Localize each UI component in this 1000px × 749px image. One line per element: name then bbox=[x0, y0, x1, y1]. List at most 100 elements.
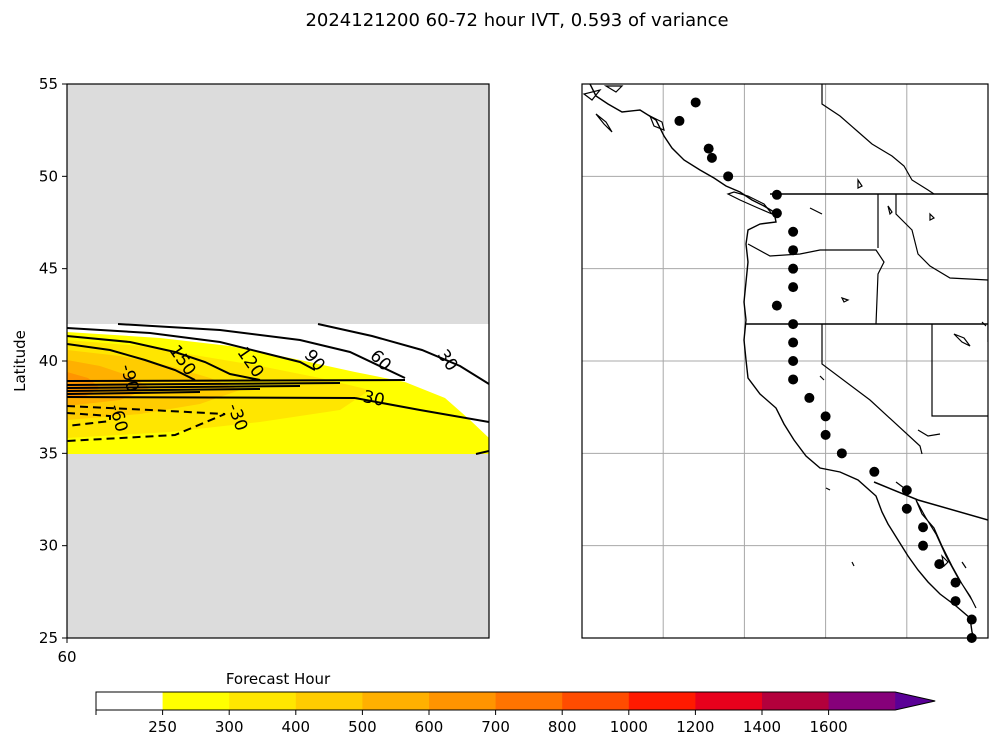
contour-line-negative-30 bbox=[67, 405, 226, 442]
colorbar-swatch bbox=[562, 692, 630, 710]
contour-line-120 bbox=[67, 335, 261, 381]
island bbox=[953, 333, 971, 347]
location-point bbox=[918, 522, 929, 533]
contour-line-150 bbox=[67, 343, 196, 381]
y-tick-label: 35 bbox=[39, 444, 58, 462]
colorbar-outline bbox=[95, 691, 936, 711]
baja-coast bbox=[915, 499, 977, 609]
island bbox=[582, 88, 602, 101]
island bbox=[851, 561, 855, 567]
figure-title: 2024121200 60-72 hour IVT, 0.593 of vari… bbox=[305, 10, 728, 31]
wa-or-border bbox=[747, 243, 885, 325]
island bbox=[895, 481, 905, 489]
contour-bundle-line bbox=[67, 382, 341, 386]
location-point bbox=[788, 245, 799, 256]
colorbar-tick-label: 300 bbox=[215, 718, 244, 736]
colorbar-tick-label: 500 bbox=[348, 718, 377, 736]
island bbox=[648, 114, 665, 131]
colorbar-tick-label: 1000 bbox=[610, 718, 648, 736]
location-point bbox=[966, 614, 977, 625]
location-point bbox=[788, 356, 799, 366]
colorbar-swatch bbox=[628, 692, 696, 710]
colorbar-swatch bbox=[229, 692, 297, 710]
colorbar-ticks: 250 300 400 500 600 700 800 1000 1200 1400 1600 bbox=[95, 710, 848, 736]
location-point bbox=[934, 559, 945, 570]
island bbox=[825, 487, 831, 491]
contour-label: 30 bbox=[361, 387, 386, 411]
y-tick-label: 55 bbox=[39, 75, 58, 93]
colorbar-tick-label: 800 bbox=[548, 718, 577, 736]
colorbar-swatch bbox=[828, 692, 896, 710]
colorbar-tick-label: 600 bbox=[415, 718, 444, 736]
location-point bbox=[771, 300, 782, 311]
contour-line-90 bbox=[67, 327, 316, 371]
colorbar-label: Forecast Hour bbox=[226, 670, 331, 688]
y-axis-label: Latitude bbox=[11, 330, 29, 392]
contour-line-30-lower bbox=[354, 397, 489, 423]
location-point bbox=[690, 97, 701, 108]
location-point bbox=[901, 503, 912, 514]
island bbox=[809, 207, 823, 215]
colorbar-tick-label: 1200 bbox=[676, 718, 714, 736]
mexico-border bbox=[873, 481, 988, 521]
island bbox=[726, 191, 773, 215]
map-panel bbox=[581, 83, 989, 643]
colorbar-swatch bbox=[96, 692, 164, 710]
contour-line-corner bbox=[475, 450, 489, 455]
colorbar-tick-label: 250 bbox=[148, 718, 177, 736]
location-point bbox=[836, 448, 847, 459]
colorbar-tick-label: 1600 bbox=[810, 718, 848, 736]
colorbar-swatch bbox=[429, 692, 497, 710]
map-gridlines bbox=[582, 84, 988, 638]
contour-bundle-line bbox=[67, 391, 201, 395]
contour-line-negative-60 bbox=[67, 412, 111, 427]
x-tick-label: 60 bbox=[57, 648, 76, 666]
location-point bbox=[788, 319, 799, 330]
colorbar-swatch bbox=[695, 692, 763, 710]
colorbar-swatch bbox=[362, 692, 430, 710]
y-tick-label: 25 bbox=[39, 629, 58, 647]
nv-border bbox=[821, 324, 988, 455]
map-frame bbox=[581, 83, 989, 639]
location-point bbox=[950, 596, 961, 607]
colorbar: Forecast Hour 250 300 400 500 600 700 800 1000 1… bbox=[95, 670, 936, 736]
location-point bbox=[950, 577, 961, 588]
contour-line-30-upper bbox=[317, 323, 489, 385]
location-point bbox=[788, 263, 799, 274]
contour-line-60 bbox=[117, 323, 406, 379]
location-point bbox=[788, 374, 799, 385]
y-tick-label: 40 bbox=[39, 352, 58, 370]
contour-bundle-line bbox=[67, 396, 356, 399]
y-tick-label: 50 bbox=[39, 167, 58, 185]
island bbox=[857, 178, 863, 189]
location-point bbox=[901, 485, 912, 496]
location-point bbox=[706, 152, 717, 163]
island bbox=[929, 212, 936, 221]
island bbox=[595, 113, 613, 133]
location-point bbox=[869, 466, 880, 477]
location-point bbox=[771, 208, 782, 219]
location-point bbox=[918, 540, 929, 551]
location-point bbox=[771, 189, 782, 200]
colorbar-swatch bbox=[162, 692, 230, 710]
location-point bbox=[703, 143, 714, 154]
island bbox=[840, 296, 850, 303]
y-tick-label: 30 bbox=[39, 537, 58, 555]
contour-panel: 150 120 90 60 30 30 -90 -60 -30 25303540… bbox=[11, 75, 490, 666]
colorbar-swatches bbox=[95, 691, 936, 711]
contour-bundle-line bbox=[67, 379, 406, 382]
colorbar-swatch bbox=[762, 692, 830, 710]
y-axis-ticks: 25 30 35 40 45 50 55 bbox=[39, 75, 67, 647]
island bbox=[603, 85, 624, 93]
colorbar-tick-label: 1400 bbox=[743, 718, 781, 736]
island bbox=[819, 375, 825, 381]
location-point bbox=[804, 392, 815, 403]
bc-interior-border bbox=[821, 84, 935, 195]
location-point bbox=[788, 337, 799, 348]
colorbar-swatch bbox=[495, 692, 563, 710]
island bbox=[917, 429, 941, 437]
y-tick-label: 45 bbox=[39, 260, 58, 278]
colorbar-swatch bbox=[295, 692, 363, 710]
coastline bbox=[589, 84, 975, 638]
